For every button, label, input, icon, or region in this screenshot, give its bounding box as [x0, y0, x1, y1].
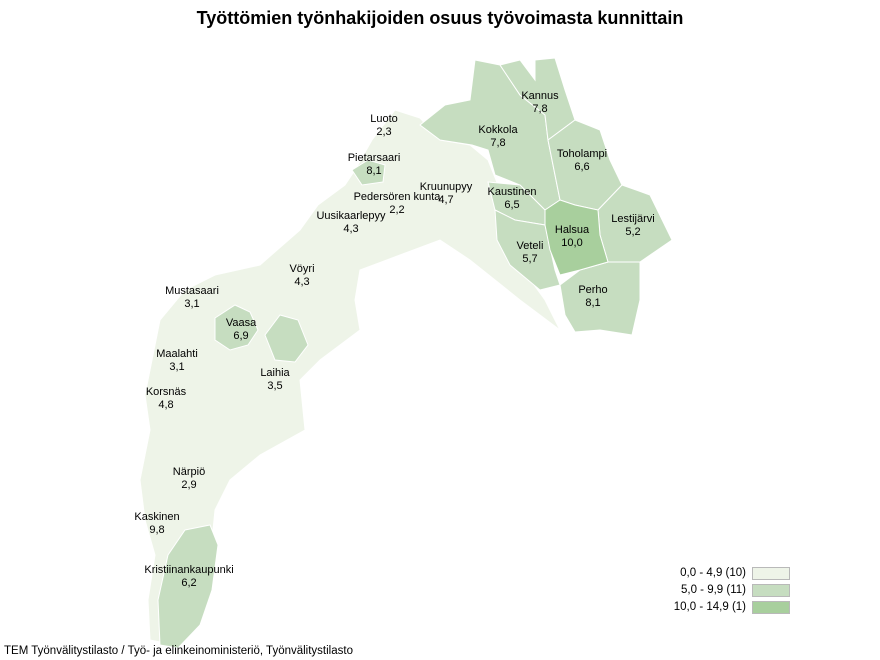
region-base-land — [139, 109, 561, 646]
municipality-name: Lestijärvi — [611, 213, 654, 225]
municipality-value: 6,2 — [181, 577, 196, 589]
municipality-name: Luoto — [370, 113, 398, 125]
legend-label: 0,0 - 4,9 (10) — [680, 567, 746, 579]
municipality-value: 4,3 — [343, 223, 358, 235]
legend: 0,0 - 4,9 (10) 5,0 - 9,9 (11) 10,0 - 14,… — [640, 565, 790, 616]
municipality-name: Halsua — [555, 224, 590, 236]
municipality-value: 4,8 — [158, 399, 173, 411]
municipality-value: 6,6 — [574, 161, 589, 173]
municipality-value: 2,3 — [376, 126, 391, 138]
municipality-name: Pedersören kunta — [354, 191, 442, 203]
municipality-name: Vöyri — [289, 263, 314, 275]
municipality-name: Uusikaarlepyy — [316, 210, 386, 222]
municipality-name: Perho — [578, 284, 607, 296]
municipality-name: Kaustinen — [488, 186, 537, 198]
municipality-value: 3,1 — [184, 298, 199, 310]
municipality-value: 5,2 — [625, 226, 640, 238]
map-title: Työttömien työnhakijoiden osuus työvoima… — [196, 8, 684, 28]
municipality-value: 6,5 — [504, 199, 519, 211]
municipality-name: Toholampi — [557, 148, 607, 160]
legend-label: 10,0 - 14,9 (1) — [673, 601, 746, 613]
municipality-value: 9,8 — [149, 524, 164, 536]
municipality-name: Laihia — [260, 367, 290, 379]
municipality-name: Vaasa — [226, 317, 257, 329]
municipality-value: 8,1 — [366, 165, 381, 177]
municipality-labels: Kannus7,8Kokkola7,8Luoto2,3Pietarsaari8,… — [134, 90, 654, 589]
legend-swatch-low — [752, 566, 790, 580]
legend-row-mid: 5,0 - 9,9 (11) — [640, 582, 790, 598]
municipality-value: 3,5 — [267, 380, 282, 392]
municipality-value: 6,9 — [233, 330, 248, 342]
municipality-value: 4,7 — [438, 194, 453, 206]
municipality-value: 2,9 — [181, 479, 196, 491]
municipality-name: Maalahti — [156, 348, 198, 360]
legend-row-low: 0,0 - 4,9 (10) — [640, 565, 790, 581]
legend-swatch-mid — [752, 583, 790, 597]
region-kristiinankaupunki — [157, 524, 219, 649]
municipality-value: 3,1 — [169, 361, 184, 373]
municipality-value: 5,7 — [522, 253, 537, 265]
region-halsua — [544, 199, 609, 276]
municipality-value: 2,2 — [389, 204, 404, 216]
legend-swatch-high — [752, 600, 790, 614]
region-pietarsaari — [351, 159, 386, 186]
municipality-value: 8,1 — [585, 297, 600, 309]
municipality-name: Kokkola — [478, 124, 518, 136]
municipality-value: 7,8 — [490, 137, 505, 149]
municipality-name: Veteli — [517, 240, 544, 252]
municipality-name: Pietarsaari — [348, 152, 401, 164]
source-note: TEM Työnvälitystilasto / Työ- ja elinkei… — [4, 645, 353, 657]
municipality-value: 4,3 — [294, 276, 309, 288]
municipality-name: Kaskinen — [134, 511, 179, 523]
region-laihia-mid — [264, 314, 309, 363]
municipality-name: Närpiö — [173, 466, 205, 478]
region-vaasa — [214, 304, 259, 351]
region-kannus — [499, 57, 576, 141]
municipality-name: Kruunupyy — [420, 181, 473, 193]
municipality-name: Kristiinankaupunki — [144, 564, 233, 576]
municipality-name: Korsnäs — [146, 386, 187, 398]
municipality-name: Mustasaari — [165, 285, 219, 297]
municipality-value: 7,8 — [532, 103, 547, 115]
legend-label: 5,0 - 9,9 (11) — [681, 584, 746, 596]
municipality-name: Kannus — [521, 90, 559, 102]
municipality-value: 10,0 — [561, 237, 582, 249]
legend-row-high: 10,0 - 14,9 (1) — [640, 599, 790, 615]
